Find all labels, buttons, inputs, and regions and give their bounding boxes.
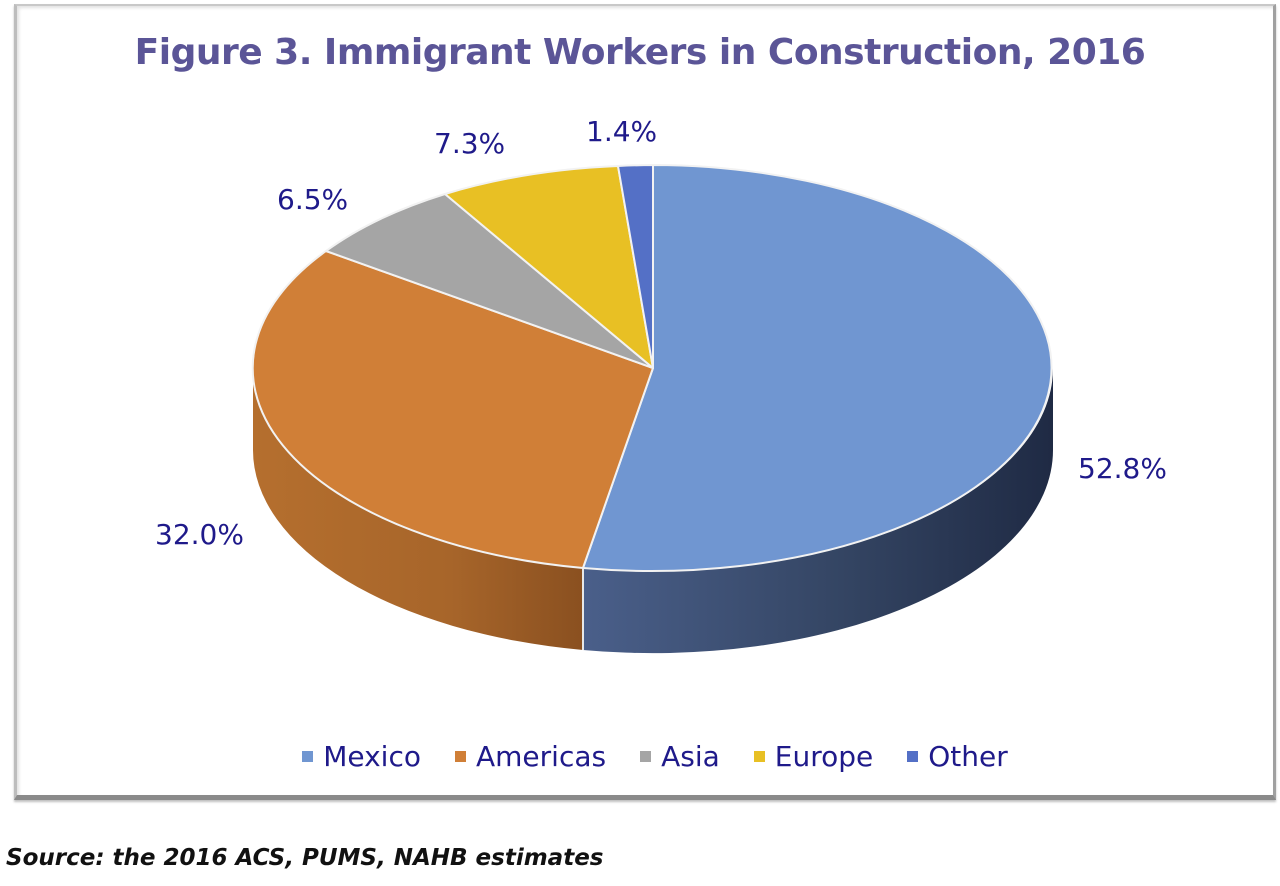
legend-item-other: Other <box>907 740 1008 773</box>
legend-item-europe: Europe <box>753 740 874 773</box>
slice-other <box>617 164 654 369</box>
legend-swatch-icon <box>640 751 652 762</box>
legend-item-asia: Asia <box>640 740 720 773</box>
chart-title: Figure 3. Immigrant Workers in Construct… <box>134 32 1146 73</box>
legend-label: Americas <box>476 740 607 773</box>
legend-swatch-icon <box>753 751 765 762</box>
data-label-europe: 7.3% <box>434 127 506 160</box>
slice-asia <box>325 193 654 369</box>
legend-label: Europe <box>774 740 874 773</box>
slice-side-americas <box>252 368 584 650</box>
legend-swatch-icon <box>455 751 466 762</box>
legend-label: Other <box>928 740 1008 773</box>
legend-swatch-icon <box>907 751 919 762</box>
legend-swatch-icon <box>302 751 314 762</box>
data-label-americas: 32.0% <box>155 518 244 551</box>
slice-europe <box>444 165 654 369</box>
data-label-mexico: 52.8% <box>1078 452 1167 485</box>
slice-mexico <box>582 164 1053 572</box>
legend-item-americas: Americas <box>455 740 606 773</box>
data-label-asia: 6.5% <box>277 183 349 216</box>
chart-legend: Mexico Americas Asia Europe Other <box>0 740 1280 773</box>
legend-item-mexico: Mexico <box>302 740 421 773</box>
legend-label: Asia <box>661 740 720 773</box>
slice-americas <box>251 250 654 569</box>
pie-top <box>251 164 1053 572</box>
data-label-other: 1.4% <box>586 115 658 148</box>
legend-label: Mexico <box>323 740 421 773</box>
pie-side-walls <box>252 368 1053 654</box>
source-note: Source: the 2016 ACS, PUMS, NAHB estimat… <box>6 845 604 871</box>
slice-side-mexico <box>583 368 1053 654</box>
